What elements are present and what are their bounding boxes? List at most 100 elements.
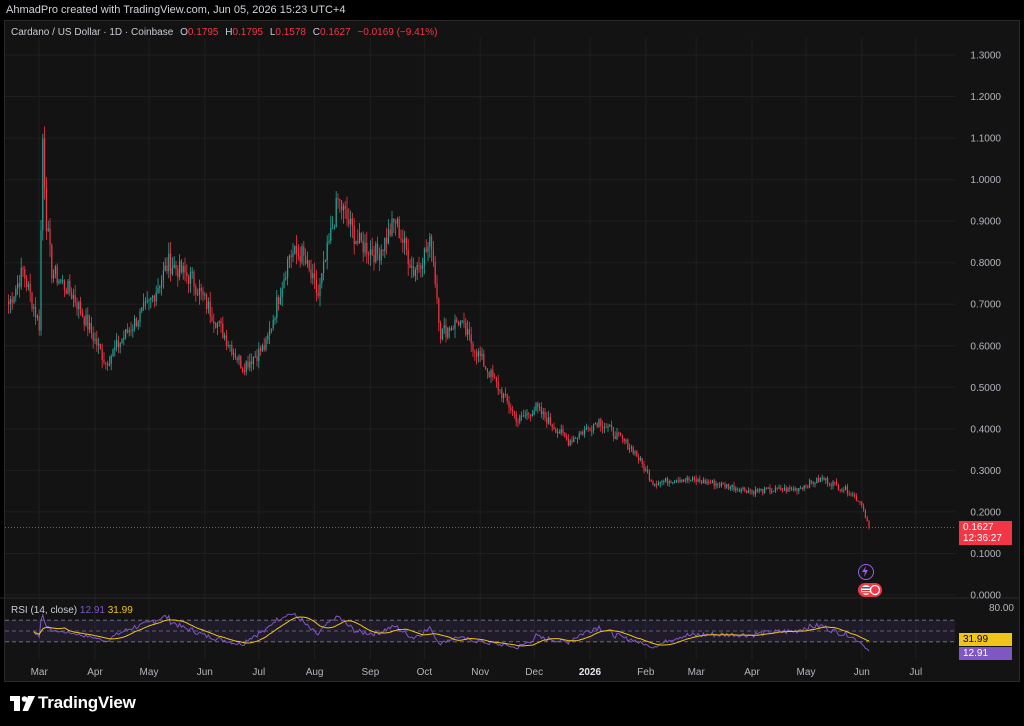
chart-frame[interactable] (4, 20, 1020, 682)
candle-body (513, 410, 515, 414)
candle-body (697, 479, 699, 482)
candle-body (339, 199, 341, 201)
candle-body (209, 301, 211, 317)
candle-body (222, 323, 224, 338)
candle-body (72, 295, 74, 299)
candle-body (150, 297, 152, 300)
candle-body (184, 265, 186, 273)
candle-body (404, 237, 406, 243)
candle-body (33, 307, 35, 309)
candle-body (375, 243, 377, 262)
candle-body (825, 478, 827, 481)
time-tick-label: Apr (744, 667, 760, 678)
price-tick-label: 0.4000 (970, 424, 1001, 435)
candle-body (731, 485, 733, 487)
candle-body (27, 283, 29, 288)
candle-body (418, 264, 420, 266)
candle-body (411, 266, 413, 268)
time-tick-label: Oct (417, 667, 433, 678)
candle-body (175, 264, 177, 269)
candle-body (531, 414, 533, 417)
candle-body (476, 352, 478, 357)
candle-body (803, 485, 805, 489)
price-tick-label: 0.8000 (970, 258, 1001, 269)
candle-body (789, 487, 791, 489)
candle-body (101, 349, 103, 361)
candle-body (641, 458, 643, 464)
candle-body (243, 371, 245, 373)
candle-body (233, 353, 235, 355)
candle-body (137, 321, 139, 327)
candle-body (17, 283, 19, 289)
last-price-badge: 0.1627 12:36:27 (959, 521, 1012, 545)
candle-body (36, 316, 38, 318)
candle-body (310, 269, 312, 279)
candle-body (816, 477, 818, 484)
candle-body (121, 339, 123, 343)
candle-body (362, 240, 364, 253)
candle-body (440, 322, 442, 340)
candle-body (31, 292, 33, 309)
candle-body (611, 425, 613, 428)
candle-body (139, 311, 141, 322)
candle-body (422, 265, 424, 269)
candle-body (665, 477, 667, 481)
flag-icon[interactable] (858, 583, 882, 597)
chart-canvas[interactable]: 1.3000 1.2000 1.1000 1.0000 0.9000 0.8000 0.70… (0, 0, 1024, 682)
candle-body (191, 271, 193, 273)
candle-body (333, 227, 335, 229)
candle-body (24, 269, 26, 279)
candle-body (486, 368, 488, 372)
candle-body (114, 347, 116, 350)
candle-body (648, 472, 650, 481)
candle-body (402, 239, 404, 243)
candle-body (571, 440, 573, 443)
candle-body (627, 439, 629, 450)
candle-body (778, 487, 780, 489)
candle-body (530, 414, 532, 417)
candle-body (53, 274, 55, 279)
candle-body (710, 482, 712, 484)
candle-body (683, 479, 685, 482)
rsi-panel (0, 597, 1019, 652)
candle-body (510, 407, 512, 411)
candle-body (317, 292, 319, 296)
candle-body (549, 416, 551, 425)
candle-body (49, 228, 51, 245)
candle-body (796, 488, 798, 491)
candle-body (270, 328, 272, 330)
candle-body (785, 487, 787, 492)
low-value: 0.1578 (275, 27, 306, 38)
candle-body (434, 262, 436, 284)
candle-body (668, 481, 670, 484)
lightning-icon[interactable] (858, 564, 874, 580)
candle-body (602, 426, 604, 428)
candle-body (740, 489, 742, 492)
candle-body (449, 327, 451, 331)
candle-body (765, 487, 767, 489)
candle-body (108, 363, 110, 366)
candle-body (497, 381, 499, 391)
candle-body (8, 301, 10, 305)
candle-body (647, 469, 649, 473)
candle-body (776, 487, 778, 489)
candle-body (724, 483, 726, 488)
rsi-top-label: 80.00 (988, 603, 1014, 614)
candle-body (346, 209, 348, 220)
footer: TradingView (0, 682, 1024, 726)
candle-body (321, 273, 323, 284)
price-tick-label: 1.2000 (970, 92, 1001, 103)
candle-body (116, 340, 118, 348)
candle-body (591, 430, 593, 432)
candle-body (92, 333, 94, 341)
candle-body (711, 480, 713, 483)
candle-body (431, 236, 433, 251)
candle-body (729, 486, 731, 489)
candle-body (125, 328, 127, 338)
candle-body (132, 328, 134, 331)
candle-body (630, 447, 632, 449)
candle-body (582, 432, 584, 435)
candle-body (702, 479, 704, 484)
price-tick-label: 1.3000 (970, 51, 1001, 62)
candle-body (188, 276, 190, 284)
